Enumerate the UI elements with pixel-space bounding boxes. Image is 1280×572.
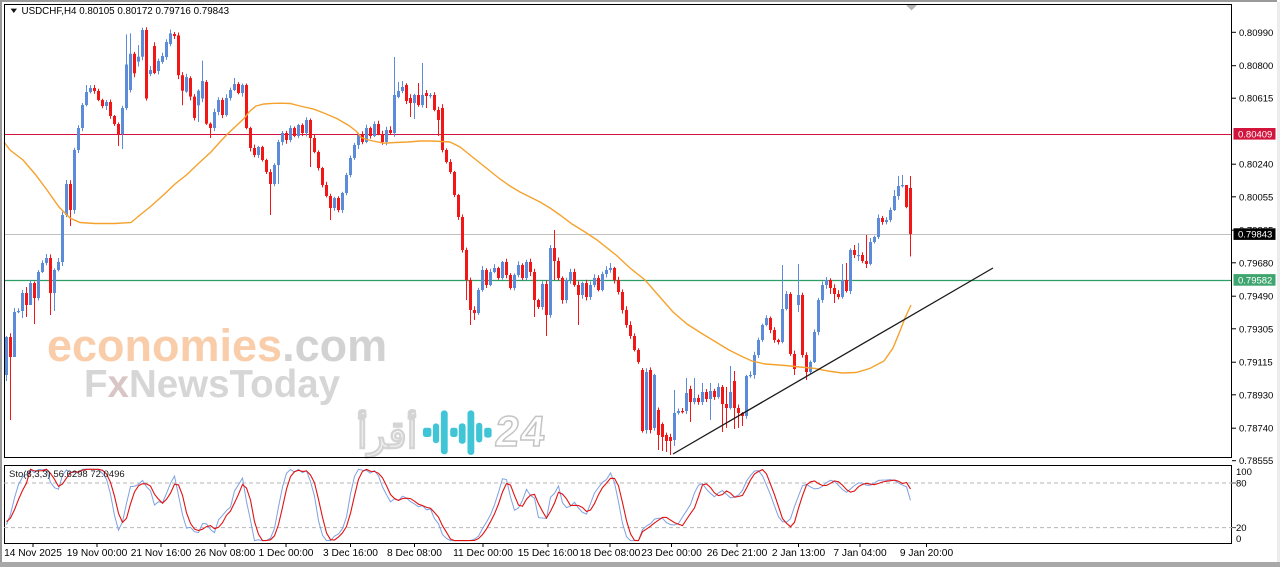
svg-text:26 Dec 21:00: 26 Dec 21:00 [707,548,768,559]
svg-text:80: 80 [1236,479,1247,490]
svg-text:0.80409: 0.80409 [1238,129,1272,140]
svg-text:0: 0 [1236,534,1241,545]
svg-text:9 Jan 20:00: 9 Jan 20:00 [900,548,954,559]
svg-text:14 Nov 2025: 14 Nov 2025 [4,548,62,559]
svg-text:15 Dec 16:00: 15 Dec 16:00 [518,548,579,559]
svg-text:23 Dec 00:00: 23 Dec 00:00 [641,548,702,559]
svg-text:economies.com: economies.com [47,320,387,371]
svg-text:21 Nov 16:00: 21 Nov 16:00 [131,548,192,559]
svg-text:0.79115: 0.79115 [1239,358,1273,369]
svg-text:0.80990: 0.80990 [1239,28,1273,39]
svg-text:0.79305: 0.79305 [1239,324,1273,335]
svg-text:0.78930: 0.78930 [1239,390,1273,401]
svg-text:0.78740: 0.78740 [1239,424,1273,435]
svg-text:2 Jan 13:00: 2 Jan 13:00 [772,548,826,559]
svg-text:0.80615: 0.80615 [1239,94,1273,105]
svg-text:18 Dec 08:00: 18 Dec 08:00 [580,548,641,559]
svg-text:0.79490: 0.79490 [1239,292,1273,303]
svg-text:0.80800: 0.80800 [1239,61,1273,72]
svg-text:100: 100 [1236,467,1252,478]
svg-text:7 Jan 04:00: 7 Jan 04:00 [833,548,887,559]
svg-text:0.78555: 0.78555 [1239,456,1273,467]
svg-text:Sto(8,3,3) 56.6298 72.0496: Sto(8,3,3) 56.6298 72.0496 [9,469,125,480]
svg-text:0.80055: 0.80055 [1239,192,1273,203]
svg-text:3 Dec 16:00: 3 Dec 16:00 [323,548,378,559]
svg-text:8 Dec 08:00: 8 Dec 08:00 [387,548,442,559]
svg-text:11 Dec 00:00: 11 Dec 00:00 [453,548,513,559]
svg-text:USDCHF,H4 0.80105 0.80172 0.7: USDCHF,H4 0.80105 0.80172 0.79716 0.7984… [22,6,230,17]
svg-text:19 Nov 00:00: 19 Nov 00:00 [67,548,128,559]
svg-text:أقرأ: أقرأ [357,409,417,458]
svg-text:1 Dec 00:00: 1 Dec 00:00 [259,548,314,559]
svg-text:0.79843: 0.79843 [1238,230,1272,241]
svg-text:0.79582: 0.79582 [1238,276,1272,287]
svg-text:20: 20 [1236,523,1247,534]
svg-text:24: 24 [493,408,549,456]
svg-text:26 Nov 08:00: 26 Nov 08:00 [195,548,256,559]
svg-text:0.80240: 0.80240 [1239,160,1273,171]
svg-text:0.79680: 0.79680 [1239,258,1273,269]
svg-text:FxNewsToday: FxNewsToday [84,363,341,406]
